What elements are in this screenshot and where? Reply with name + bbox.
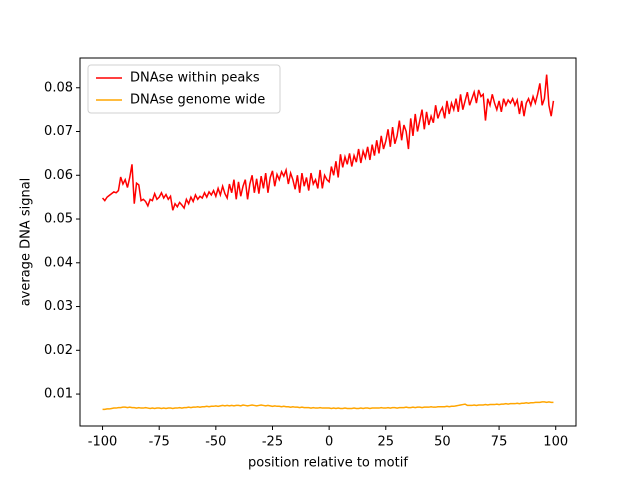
x-tick-label: -100 — [88, 435, 118, 450]
y-tick-label: 0.05 — [44, 212, 73, 227]
y-tick-label: 0.03 — [44, 299, 73, 314]
x-tick-label: -50 — [205, 435, 226, 450]
legend-box — [87, 64, 281, 114]
plot-frame — [79, 57, 577, 427]
legend-label: DNAse genome wide — [130, 93, 265, 108]
x-tick-label: 0 — [325, 435, 333, 450]
x-tick-label: -75 — [149, 435, 170, 450]
y-tick-label: 0.04 — [44, 255, 73, 270]
x-axis-label: position relative to motif — [248, 456, 408, 471]
legend-label: DNAse within peaks — [130, 71, 260, 86]
x-tick-label: 50 — [434, 435, 451, 450]
y-axis-label: average DNA signal — [19, 178, 34, 307]
y-tick-label: 0.06 — [44, 168, 73, 183]
y-tick-label: 0.08 — [44, 80, 73, 95]
y-tick-label: 0.07 — [44, 124, 73, 139]
x-tick-label: -25 — [262, 435, 283, 450]
data-line — [101, 74, 555, 211]
data-line — [102, 401, 554, 411]
y-tick-label: 0.01 — [44, 387, 73, 402]
y-tick-label: 0.02 — [44, 343, 73, 358]
x-tick-label: 25 — [378, 435, 395, 450]
x-tick-label: 100 — [543, 435, 568, 450]
x-tick-label: 75 — [491, 435, 508, 450]
